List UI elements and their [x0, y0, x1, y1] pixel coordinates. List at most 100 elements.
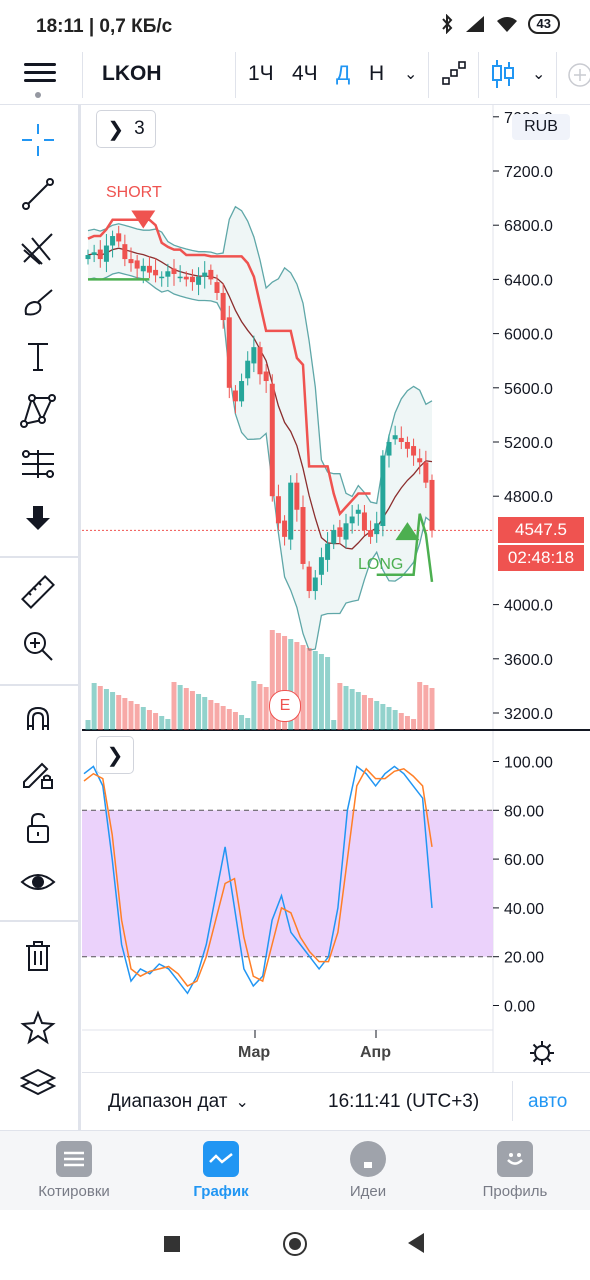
- interval-1h[interactable]: 1Ч: [248, 62, 274, 85]
- line-break-chart-icon[interactable]: [442, 60, 468, 88]
- candle-body: [306, 566, 312, 592]
- interval-day[interactable]: Д: [336, 62, 351, 85]
- alarm-icon: [200, 15, 218, 33]
- trend-line-icon[interactable]: [18, 174, 58, 214]
- volume-bar: [306, 648, 312, 730]
- currency-badge[interactable]: RUB: [512, 114, 570, 140]
- unlock-icon[interactable]: [18, 808, 58, 848]
- price-axis-label: 6400.0: [504, 272, 553, 289]
- auto-scale-button[interactable]: авто: [528, 1091, 568, 1112]
- volume-bar: [349, 689, 355, 730]
- candle-body: [128, 259, 134, 264]
- candle-body: [251, 347, 257, 364]
- nav-ideas[interactable]: Идеи: [308, 1141, 428, 1200]
- nav-profile-label: Профиль: [482, 1183, 548, 1200]
- chart-area[interactable]: 7600.07200.06800.06400.06000.05600.05200…: [82, 104, 590, 1072]
- ruler-icon[interactable]: [18, 572, 58, 612]
- settings-gear-icon[interactable]: [529, 1040, 555, 1066]
- volume-bar: [251, 681, 257, 730]
- menu-button[interactable]: [24, 58, 56, 90]
- volume-bar: [374, 701, 380, 730]
- signal-icon: [465, 16, 484, 32]
- oscillator-axis-label: 100.00: [504, 755, 553, 772]
- volume-bar: [208, 700, 214, 730]
- chevron-right-icon: ❯: [107, 118, 125, 141]
- candle-body: [257, 347, 263, 375]
- chart-canvas[interactable]: 7600.07200.06800.06400.06000.05600.05200…: [82, 104, 590, 1072]
- home-button[interactable]: [283, 1232, 307, 1256]
- short-signal-triangle: [131, 210, 156, 229]
- date-range-button[interactable]: Диапазон дат ⌄: [108, 1091, 249, 1113]
- chart-line-icon: [203, 1141, 239, 1177]
- indicators-toggle-button[interactable]: ❯ 3: [96, 110, 156, 148]
- volume-bar: [245, 718, 251, 730]
- candle-body: [386, 442, 392, 456]
- candle-body: [318, 557, 324, 575]
- nav-chart-label: График: [193, 1183, 249, 1200]
- volume-bar: [85, 720, 91, 730]
- lock-drawing-icon[interactable]: [18, 754, 58, 794]
- volume-bar: [128, 701, 134, 730]
- volume-bar: [325, 657, 331, 730]
- interval-week[interactable]: Н: [369, 62, 385, 85]
- fib-icon[interactable]: [18, 444, 58, 484]
- bluetooth-icon: [441, 14, 452, 34]
- bottom-navigation: Котировки График Идеи Профиль: [0, 1130, 590, 1211]
- divider: [428, 52, 429, 98]
- symbol-name[interactable]: LKOH: [102, 62, 162, 85]
- interval-4h[interactable]: 4Ч: [292, 62, 318, 85]
- candle-body: [263, 371, 269, 382]
- oscillator-axis-label: 60.00: [504, 852, 544, 869]
- candle-body: [208, 269, 214, 280]
- candle-body: [337, 527, 343, 537]
- volume-bar: [386, 707, 392, 730]
- pattern-icon[interactable]: [18, 390, 58, 430]
- crosshair-icon[interactable]: [18, 120, 58, 160]
- volume-bar: [214, 703, 220, 730]
- candle-body: [91, 252, 97, 256]
- interval-chevron-down-icon[interactable]: ⌄: [404, 66, 418, 83]
- earnings-marker[interactable]: E: [269, 690, 301, 722]
- candle-body: [429, 479, 435, 531]
- volume-bar: [417, 682, 423, 730]
- chart-type-chevron-down-icon[interactable]: ⌄: [532, 66, 546, 83]
- trash-icon[interactable]: [18, 936, 58, 976]
- eye-icon[interactable]: [18, 862, 58, 902]
- timezone-clock[interactable]: 16:11:41 (UTC+3): [328, 1091, 480, 1112]
- volume-bar: [282, 636, 288, 730]
- text-icon[interactable]: [18, 336, 58, 376]
- bar-countdown: 02:48:18: [498, 545, 584, 571]
- magnet-icon[interactable]: [18, 700, 58, 740]
- pitchfork-icon[interactable]: [18, 228, 58, 268]
- arrow-down-icon[interactable]: [18, 498, 58, 538]
- nav-chart[interactable]: График: [161, 1141, 281, 1200]
- zoom-in-icon[interactable]: [18, 626, 58, 666]
- recents-button[interactable]: [164, 1236, 180, 1252]
- oscillator-toggle-button[interactable]: ❯: [96, 736, 134, 774]
- candles-chart-icon[interactable]: [490, 58, 516, 90]
- candle-body: [331, 530, 337, 544]
- last-price-label: 4547.5: [498, 517, 584, 543]
- time-label-apr: Апр: [360, 1044, 391, 1061]
- candle-body: [146, 265, 152, 273]
- volume-bar: [196, 694, 202, 730]
- volume-bar: [368, 698, 374, 730]
- layers-icon[interactable]: [18, 1062, 58, 1102]
- candle-body: [312, 577, 318, 592]
- volume-bar: [202, 697, 208, 730]
- add-icon[interactable]: [566, 62, 590, 88]
- volume-bar: [153, 713, 159, 730]
- short-stop-line: [87, 218, 371, 517]
- nav-quotes[interactable]: Котировки: [14, 1141, 134, 1200]
- brush-icon[interactable]: [18, 282, 58, 322]
- volume-bar: [189, 691, 195, 730]
- star-icon[interactable]: [18, 1008, 58, 1048]
- candle-body: [85, 255, 91, 260]
- candle-body: [122, 244, 128, 260]
- stoch-k-line: [83, 765, 433, 995]
- back-button[interactable]: [406, 1232, 426, 1254]
- nav-profile[interactable]: Профиль: [455, 1141, 575, 1200]
- drawing-toolbar: [0, 104, 81, 1130]
- oscillator-axis-label: 20.00: [504, 950, 544, 967]
- volume-bar: [318, 654, 324, 730]
